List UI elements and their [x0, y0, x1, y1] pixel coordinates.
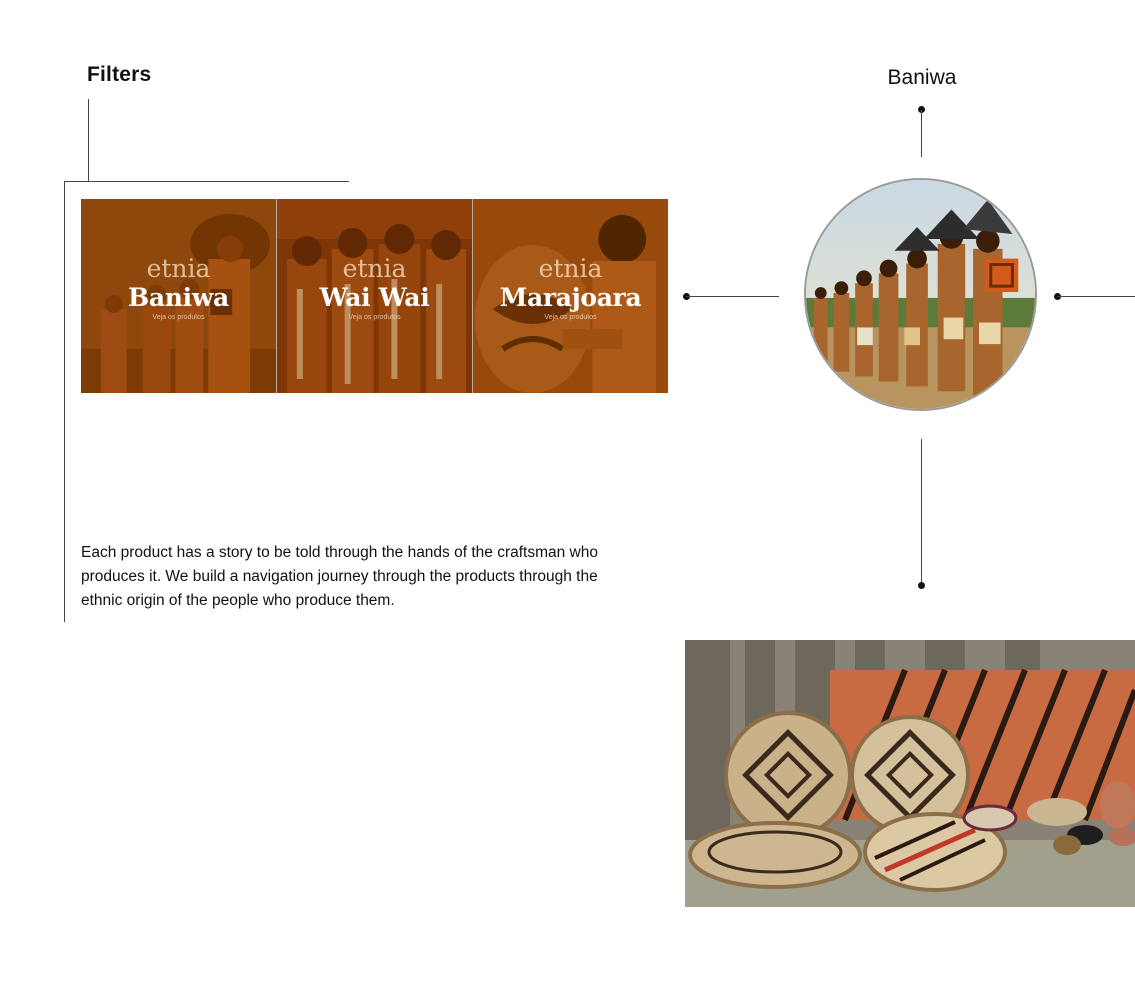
filters-heading: Filters	[87, 63, 152, 86]
ethnic-filter-strip: etnia Baniwa Veja os produtos	[81, 199, 668, 393]
baniwa-card-overlay	[81, 199, 276, 393]
ethnic-card-baniwa[interactable]: etnia Baniwa Veja os produtos	[81, 199, 277, 393]
wai-wai-card-overlay	[277, 199, 472, 393]
connector-dot-top	[918, 106, 925, 113]
description-text: Each product has a story to be told thro…	[81, 544, 598, 609]
connector-line-right	[1057, 296, 1135, 297]
card-cta-link[interactable]: Veja os produtos	[348, 314, 401, 321]
filters-connector-vertical	[88, 99, 89, 182]
marajoara-card-photo	[473, 199, 668, 393]
connector-line-left	[686, 296, 779, 297]
card-kicker: etnia	[146, 254, 211, 283]
card-cta-link[interactable]: Veja os produtos	[544, 314, 597, 321]
baniwa-portrait-photo	[804, 178, 1037, 411]
card-cta-link[interactable]: Veja os produtos	[152, 314, 205, 321]
wai-wai-card-photo	[277, 199, 472, 393]
card-ethnic-name: Marajoara	[499, 283, 642, 312]
connector-dot-bottom	[918, 582, 925, 589]
marajoara-card-caption: etnia Marajoara Veja os produtos	[473, 254, 668, 322]
ethnic-card-marajoara[interactable]: etnia Marajoara Veja os produtos	[473, 199, 668, 393]
filters-bracket-left	[64, 181, 65, 622]
connector-line-bottom	[921, 439, 922, 585]
ethnic-card-wai-wai[interactable]: etnia Wai Wai Veja os produtos	[277, 199, 473, 393]
wai-wai-card-caption: etnia Wai Wai Veja os produtos	[277, 254, 472, 322]
basket-products-photo	[685, 640, 1135, 907]
baniwa-card-caption: etnia Baniwa Veja os produtos	[81, 254, 276, 322]
card-ethnic-name: Baniwa	[128, 283, 229, 312]
card-kicker: etnia	[538, 254, 603, 283]
detail-heading: Baniwa	[887, 66, 957, 89]
card-ethnic-name: Wai Wai	[319, 283, 430, 312]
card-kicker: etnia	[342, 254, 407, 283]
baniwa-card-photo	[81, 199, 276, 393]
marajoara-card-overlay	[473, 199, 668, 393]
filters-connector-horizontal	[64, 181, 349, 182]
connector-line-top	[921, 110, 922, 157]
